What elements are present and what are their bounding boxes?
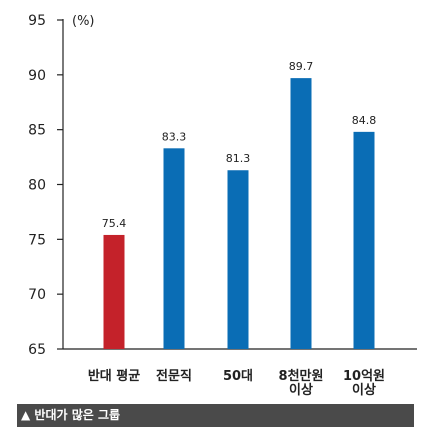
bar-layer (103, 78, 375, 349)
bar-0 (103, 234, 125, 349)
category-label-2: 50대 (223, 369, 253, 384)
y-tick-label-85: 85 (28, 123, 46, 139)
value-label-0: 75.4 (102, 217, 127, 230)
value-label-1: 83.3 (162, 130, 187, 143)
footer-text: ▲ 반대가 많은 그룹 (21, 408, 121, 422)
bar-2 (227, 170, 249, 349)
y-tick-label-90: 90 (28, 68, 46, 84)
y-tick-label-70: 70 (28, 287, 46, 303)
legend-footer: ▲ 반대가 많은 그룹 (17, 404, 414, 427)
bar-1 (163, 148, 185, 349)
y-tick-label-75: 75 (28, 232, 46, 248)
category-label-line: 이상 (352, 382, 376, 398)
category-label-0: 반대 평균 (88, 368, 140, 384)
bar-3 (290, 78, 312, 349)
bar-4 (353, 131, 375, 349)
category-label-line: 10억원 (343, 369, 385, 384)
category-label-1: 전문직 (156, 368, 192, 384)
y-tick-label-65: 65 (28, 342, 46, 358)
y-axis-unit-label: (%) (72, 14, 95, 29)
value-label-3: 89.7 (289, 60, 314, 73)
category-label-line: 8천만원 (279, 368, 324, 384)
value-label-4: 84.8 (352, 114, 377, 127)
category-label-line: 50대 (223, 369, 253, 384)
y-tick-label-80: 80 (28, 178, 46, 194)
y-tick-label-95: 95 (28, 13, 46, 29)
category-label-line: 반대 평균 (88, 368, 140, 384)
value-label-2: 81.3 (226, 152, 251, 165)
category-label-line: 이상 (289, 382, 313, 398)
category-label-line: 전문직 (156, 368, 192, 384)
category-label-4: 10억원 이상 (343, 369, 385, 398)
category-label-3: 8천만원 이상 (279, 368, 324, 398)
